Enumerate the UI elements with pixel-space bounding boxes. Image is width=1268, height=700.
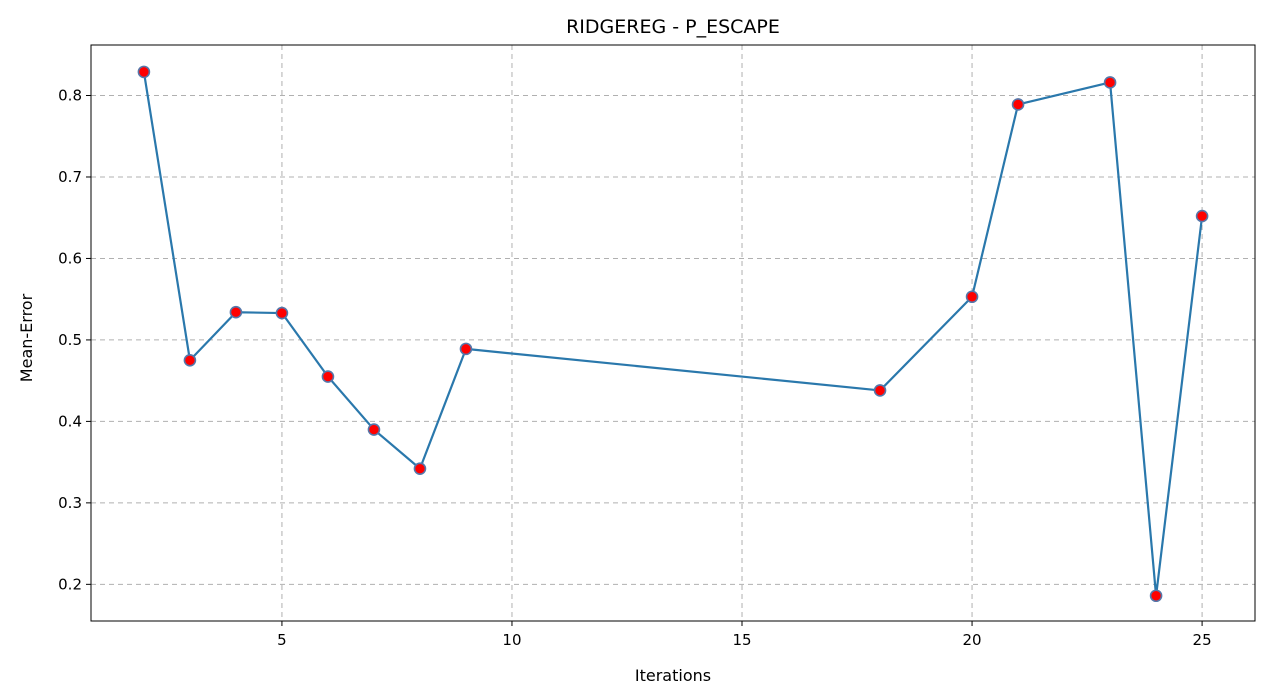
data-point xyxy=(1195,209,1209,223)
y-tick-label: 0.2 xyxy=(58,575,82,593)
data-point xyxy=(1149,589,1163,603)
data-point xyxy=(183,353,197,367)
x-axis-label: Iterations xyxy=(635,666,711,685)
data-point xyxy=(367,423,381,436)
x-tick-label: 10 xyxy=(502,631,521,649)
y-tick-label: 0.8 xyxy=(58,87,82,105)
data-point xyxy=(275,306,289,320)
data-point xyxy=(413,462,427,475)
ticks: 5 10 15 20 25 0.2 0.3 0.4 0.5 0.6 0.7 0.8 xyxy=(58,87,1211,649)
plot-frame xyxy=(90,44,1256,622)
data-point xyxy=(137,65,151,79)
chart-title: RIDGEREG - P_ESCAPE xyxy=(566,16,780,38)
series-layer xyxy=(137,65,1209,603)
data-point xyxy=(1011,98,1025,111)
x-tick-label: 15 xyxy=(732,631,751,649)
y-axis-label: Mean-Error xyxy=(17,293,36,382)
y-tick-label: 0.6 xyxy=(58,249,82,267)
data-point xyxy=(321,370,335,383)
x-tick-label: 5 xyxy=(277,631,287,649)
x-tick-label: 20 xyxy=(963,631,982,649)
data-point xyxy=(965,290,979,304)
x-tick-label: 25 xyxy=(1193,631,1212,649)
data-point xyxy=(229,305,243,319)
data-point xyxy=(873,384,887,397)
y-tick-label: 0.5 xyxy=(58,331,82,349)
y-tick-label: 0.4 xyxy=(58,412,82,430)
grid xyxy=(91,45,1255,621)
series-line xyxy=(142,71,1204,597)
y-tick-label: 0.3 xyxy=(58,494,82,512)
data-point xyxy=(1103,76,1117,89)
y-tick-label: 0.7 xyxy=(58,168,82,186)
data-point xyxy=(459,342,473,356)
